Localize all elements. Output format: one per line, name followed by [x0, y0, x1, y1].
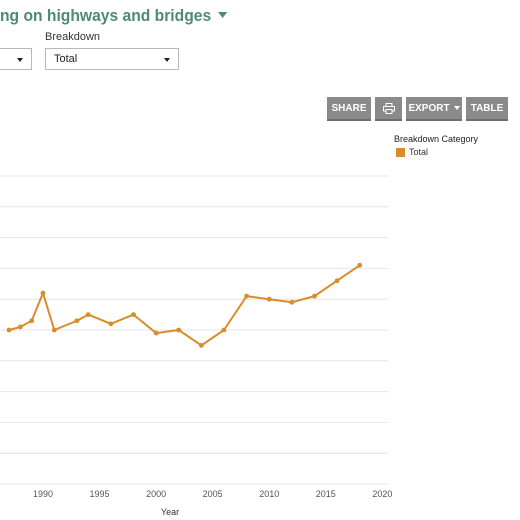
x-tick-label: 1990: [33, 489, 53, 499]
chevron-down-icon: [453, 106, 460, 110]
data-point[interactable]: [357, 262, 363, 268]
data-point[interactable]: [289, 299, 295, 305]
data-point[interactable]: [17, 324, 23, 330]
breakdown-select-value: Total: [54, 53, 78, 65]
breakdown-select[interactable]: Total: [45, 48, 179, 70]
share-button[interactable]: SHARE: [327, 97, 371, 121]
table-button-label: TABLE: [470, 102, 504, 114]
page-title[interactable]: ng on highways and bridges: [0, 6, 227, 26]
x-tick-label: 2015: [316, 489, 336, 499]
data-point[interactable]: [74, 318, 80, 324]
data-point[interactable]: [40, 290, 46, 296]
legend-title: Breakdown Category: [394, 134, 479, 144]
x-tick-label: 2020: [372, 489, 392, 499]
legend-label-total: Total: [409, 147, 429, 157]
export-button-label: EXPORT: [408, 102, 450, 114]
breakdown-label: Breakdown: [45, 31, 101, 43]
x-tick-label: 1995: [90, 489, 110, 499]
data-point[interactable]: [29, 318, 35, 324]
data-point[interactable]: [85, 312, 91, 317]
data-point[interactable]: [153, 330, 159, 336]
x-axis-ticks: 1990 1995 2000 2005 2010 2015 2020: [33, 489, 392, 499]
x-tick-label: 2010: [259, 489, 279, 499]
x-axis-title: Year: [161, 507, 179, 517]
data-point[interactable]: [334, 278, 340, 284]
x-tick-label: 2005: [203, 489, 223, 499]
data-point[interactable]: [198, 343, 204, 348]
series-layer: [6, 262, 363, 348]
data-point[interactable]: [221, 327, 227, 333]
data-point[interactable]: [312, 293, 317, 299]
series-line-total: [8, 264, 361, 347]
data-point[interactable]: [131, 312, 136, 317]
data-point[interactable]: [51, 327, 57, 333]
chevron-down-icon: [217, 11, 227, 18]
chevron-down-icon: [17, 58, 23, 62]
data-point[interactable]: [266, 296, 272, 302]
export-button[interactable]: EXPORT: [406, 97, 462, 121]
data-point[interactable]: [244, 293, 250, 299]
legend-swatch-total[interactable]: [396, 148, 405, 157]
line-chart: 1990 1995 2000 2005 2010 2015 2020 Year: [0, 175, 392, 517]
x-tick-label: 2000: [146, 489, 166, 499]
data-point[interactable]: [176, 327, 182, 333]
grid-layer: [0, 175, 388, 485]
printer-icon: [382, 102, 395, 114]
chevron-down-icon: [164, 58, 170, 62]
first-filter-select[interactable]: [0, 48, 32, 70]
table-button[interactable]: TABLE: [466, 97, 508, 121]
data-point[interactable]: [108, 321, 114, 327]
page-title-text: ng on highways and bridges: [0, 6, 212, 25]
share-button-label: SHARE: [331, 102, 367, 114]
data-point[interactable]: [6, 327, 12, 333]
print-button[interactable]: [375, 97, 402, 121]
